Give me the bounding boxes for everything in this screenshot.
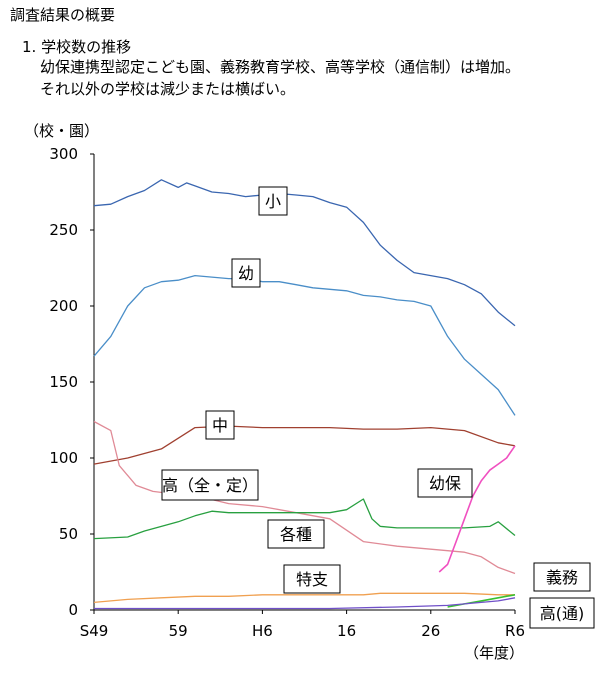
y-axis-title: （校・園） xyxy=(24,122,99,140)
x-tick-label: 59 xyxy=(169,622,188,640)
x-tick-label: 26 xyxy=(421,622,440,640)
series-line-7 xyxy=(447,594,516,608)
y-tick-label: 0 xyxy=(68,601,78,619)
series-label-box xyxy=(283,564,341,594)
x-tick-label: R6 xyxy=(505,622,525,640)
series-label: 中 xyxy=(212,416,228,435)
series-label: 幼 xyxy=(238,264,254,283)
series-label-box xyxy=(529,597,595,629)
series-label: 高（全・定） xyxy=(162,476,258,495)
y-tick-label: 200 xyxy=(49,297,78,315)
series-line-3 xyxy=(93,420,516,575)
series-label: 高(通) xyxy=(540,604,585,623)
series-label-box xyxy=(417,468,473,498)
section-title: 1. 学校数の推移 xyxy=(22,38,132,56)
y-tick-label: 250 xyxy=(49,221,78,239)
series-label: 幼保 xyxy=(429,474,461,493)
series-label: 小 xyxy=(265,192,281,211)
series-line-5 xyxy=(438,445,516,573)
series-label-box xyxy=(161,469,259,501)
series-label-box xyxy=(258,186,288,216)
x-tick-label: S49 xyxy=(80,622,109,640)
summary-note-1: 幼保連携型認定こども園、義務教育学校、高等学校（通信制）は増加。 xyxy=(40,58,521,76)
series-label: 義務 xyxy=(546,568,578,587)
y-tick-label: 50 xyxy=(59,525,78,543)
y-tick-label: 100 xyxy=(49,449,78,467)
series-line-4 xyxy=(93,498,516,540)
page-heading: 調査結果の概要 xyxy=(10,6,116,24)
series-line-2 xyxy=(93,425,516,465)
series-line-6 xyxy=(93,592,515,604)
series-label-box xyxy=(533,562,591,592)
series-line-8 xyxy=(94,597,516,610)
y-tick-label: 300 xyxy=(49,145,78,163)
x-tick-label: 16 xyxy=(337,622,356,640)
series-label: 各種 xyxy=(280,525,312,544)
x-tick-label: H6 xyxy=(252,622,273,640)
summary-note-2: それ以外の学校は減少または横ばい。 xyxy=(40,80,296,98)
x-axis-title: （年度） xyxy=(464,644,524,662)
series-line-1 xyxy=(93,274,516,416)
y-tick-label: 150 xyxy=(49,373,78,391)
series-label-box xyxy=(205,410,235,440)
series-label-box xyxy=(231,258,261,288)
series-label: 特支 xyxy=(296,570,328,589)
series-label-box xyxy=(267,519,325,549)
series-line-0 xyxy=(93,179,516,327)
